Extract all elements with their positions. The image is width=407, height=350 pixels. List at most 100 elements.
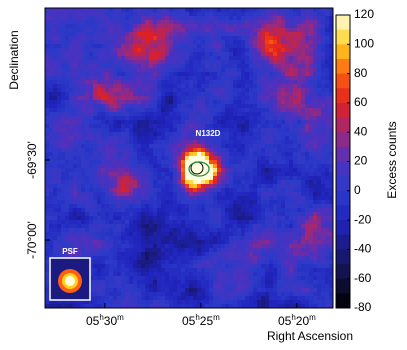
- map-pixel: [157, 172, 161, 176]
- map-pixel: [57, 108, 61, 112]
- map-pixel: [285, 196, 289, 200]
- map-pixel: [133, 212, 137, 216]
- map-pixel: [289, 60, 293, 64]
- map-pixel: [185, 140, 189, 144]
- map-pixel: [57, 148, 61, 152]
- map-pixel: [49, 252, 53, 256]
- map-pixel: [229, 192, 233, 196]
- map-pixel: [297, 164, 301, 168]
- map-pixel: [309, 32, 313, 36]
- map-pixel: [185, 196, 189, 200]
- map-pixel: [277, 80, 281, 84]
- map-pixel: [45, 132, 49, 136]
- map-pixel: [213, 116, 217, 120]
- map-pixel: [85, 140, 89, 144]
- map-pixel: [309, 76, 313, 80]
- map-pixel: [181, 216, 185, 220]
- map-pixel: [293, 216, 297, 220]
- map-pixel: [261, 180, 265, 184]
- map-pixel: [273, 16, 277, 20]
- map-pixel: [45, 28, 49, 32]
- map-pixel: [121, 264, 125, 268]
- map-pixel: [161, 128, 165, 132]
- map-pixel: [49, 212, 53, 216]
- map-pixel: [97, 32, 101, 36]
- map-pixel: [93, 192, 97, 196]
- map-pixel: [237, 256, 241, 260]
- map-pixel: [317, 148, 321, 152]
- map-pixel: [209, 232, 213, 236]
- map-pixel: [113, 156, 117, 160]
- map-pixel: [149, 12, 153, 16]
- map-pixel: [93, 140, 97, 144]
- map-pixel: [181, 212, 185, 216]
- map-pixel: [261, 256, 265, 260]
- map-pixel: [153, 92, 157, 96]
- map-pixel: [57, 200, 61, 204]
- map-pixel: [45, 128, 49, 132]
- map-pixel: [169, 32, 173, 36]
- map-pixel: [129, 228, 133, 232]
- map-pixel: [305, 164, 309, 168]
- map-pixel: [137, 276, 141, 280]
- map-pixel: [193, 252, 197, 256]
- map-pixel: [57, 120, 61, 124]
- map-pixel: [249, 56, 253, 60]
- map-pixel: [317, 196, 321, 200]
- map-pixel: [65, 8, 69, 12]
- map-pixel: [209, 80, 213, 84]
- map-pixel: [293, 160, 297, 164]
- map-pixel: [125, 216, 129, 220]
- map-pixel: [57, 80, 61, 84]
- map-pixel: [225, 196, 229, 200]
- map-pixel: [113, 80, 117, 84]
- map-pixel: [293, 40, 297, 44]
- map-pixel: [101, 180, 105, 184]
- map-pixel: [141, 76, 145, 80]
- map-pixel: [169, 240, 173, 244]
- map-pixel: [257, 32, 261, 36]
- map-pixel: [53, 80, 57, 84]
- map-pixel: [93, 172, 97, 176]
- map-pixel: [249, 204, 253, 208]
- map-pixel: [113, 96, 117, 100]
- map-pixel: [321, 112, 325, 116]
- map-pixel: [105, 24, 109, 28]
- map-pixel: [153, 200, 157, 204]
- map-pixel: [93, 180, 97, 184]
- map-pixel: [61, 12, 65, 16]
- map-pixel: [109, 140, 113, 144]
- map-pixel: [221, 32, 225, 36]
- map-pixel: [237, 44, 241, 48]
- map-pixel: [105, 256, 109, 260]
- map-pixel: [281, 140, 285, 144]
- map-pixel: [245, 176, 249, 180]
- map-pixel: [285, 32, 289, 36]
- map-pixel: [181, 104, 185, 108]
- map-pixel: [121, 248, 125, 252]
- map-pixel: [125, 164, 129, 168]
- map-pixel: [93, 44, 97, 48]
- map-pixel: [113, 264, 117, 268]
- map-pixel: [53, 84, 57, 88]
- map-pixel: [237, 152, 241, 156]
- map-pixel: [53, 236, 57, 240]
- map-pixel: [241, 28, 245, 32]
- map-pixel: [69, 204, 73, 208]
- map-pixel: [137, 116, 141, 120]
- map-pixel: [81, 168, 85, 172]
- map-pixel: [177, 112, 181, 116]
- map-pixel: [169, 112, 173, 116]
- map-pixel: [81, 96, 85, 100]
- map-pixel: [261, 88, 265, 92]
- map-pixel: [173, 200, 177, 204]
- map-pixel: [169, 176, 173, 180]
- map-pixel: [177, 96, 181, 100]
- map-pixel: [289, 268, 293, 272]
- map-pixel: [97, 172, 101, 176]
- map-pixel: [213, 280, 217, 284]
- map-pixel: [201, 152, 205, 156]
- map-pixel: [53, 48, 57, 52]
- map-pixel: [137, 88, 141, 92]
- map-pixel: [193, 228, 197, 232]
